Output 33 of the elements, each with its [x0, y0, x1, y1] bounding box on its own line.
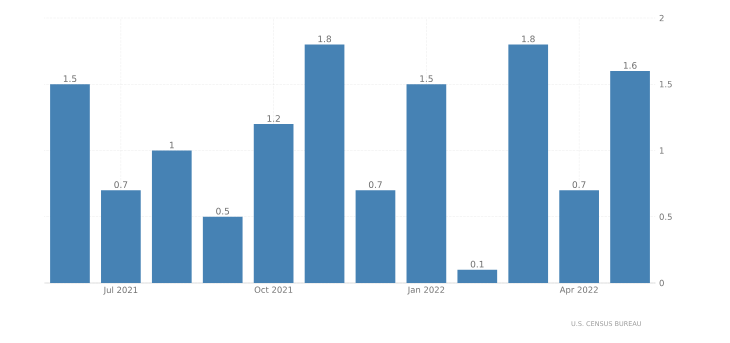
- bar: [202, 216, 243, 283]
- bar: [559, 190, 599, 283]
- y-tick-label: 0: [660, 280, 664, 286]
- x-tick-label: Apr 2022: [560, 286, 598, 295]
- x-tick-label: Oct 2021: [254, 286, 292, 293]
- data-label: 0.5: [216, 208, 230, 215]
- bar: [406, 84, 446, 283]
- data-label: 0.1: [470, 260, 484, 268]
- bar: [508, 44, 548, 283]
- data-label: 0.7: [368, 181, 382, 188]
- bar: [101, 190, 141, 283]
- data-label: 1.8: [318, 36, 332, 42]
- bar: [50, 84, 90, 283]
- x-tick-label: Jul 2021: [103, 286, 138, 295]
- y-tick-label: 1.5: [660, 81, 672, 88]
- data-label: 0.7: [114, 181, 128, 188]
- bar: [254, 124, 294, 283]
- data-label: 1.6: [624, 62, 637, 69]
- data-label: 1.5: [64, 75, 76, 82]
- bar: [304, 44, 344, 283]
- bar: [356, 190, 396, 283]
- bar: [152, 150, 192, 283]
- y-tick-label: 1: [660, 147, 664, 154]
- x-tick-label: Jan 2022: [407, 286, 444, 295]
- y-tick-label: 0.5: [660, 214, 672, 220]
- data-label: 1: [170, 142, 174, 148]
- bar: [457, 270, 498, 283]
- data-label: 0.7: [572, 181, 586, 188]
- data-label: 1.8: [522, 36, 535, 42]
- data-label: 1.2: [267, 115, 280, 122]
- data-label: 1.5: [420, 75, 433, 82]
- y-tick-label: 2: [660, 14, 664, 22]
- bar: [610, 71, 650, 283]
